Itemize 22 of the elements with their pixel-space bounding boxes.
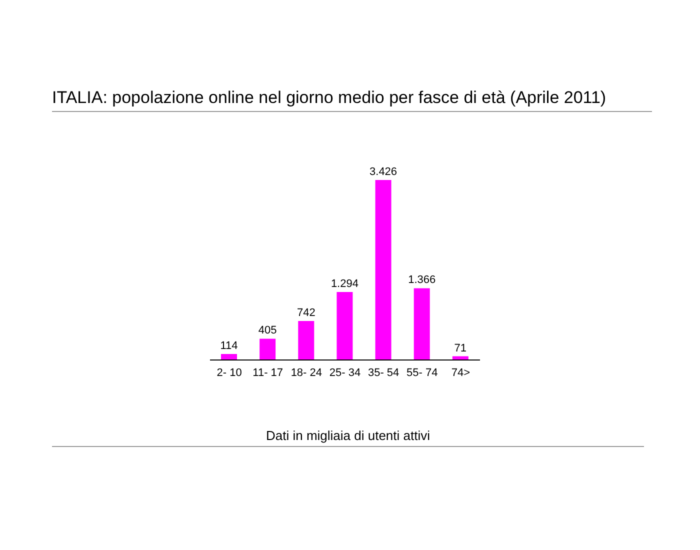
x-tick-label: 2- 10 bbox=[216, 366, 242, 379]
bar bbox=[336, 292, 353, 360]
x-tick-label: 25- 34 bbox=[329, 366, 361, 379]
data-label: 1.366 bbox=[408, 274, 436, 286]
data-label: 114 bbox=[220, 340, 238, 352]
x-tick-label: 11- 17 bbox=[252, 366, 284, 379]
data-label: 1.294 bbox=[330, 278, 358, 290]
x-tick-label: 18- 24 bbox=[290, 366, 322, 379]
bar bbox=[260, 338, 276, 360]
data-label: 405 bbox=[258, 324, 277, 337]
x-tick-label: 74> bbox=[451, 366, 470, 379]
x-tick-label: 35- 54 bbox=[368, 366, 400, 379]
data-label: 3.426 bbox=[370, 166, 398, 178]
x-tick-label: 55- 74 bbox=[406, 366, 438, 379]
chart-title: ITALIA: popolazione online nel giorno medio per fasce di età (Aprile 2011) bbox=[52, 88, 652, 112]
text: Dati in migliaia di utenti attivi bbox=[264, 428, 432, 443]
bar bbox=[221, 354, 237, 360]
bar bbox=[375, 180, 392, 360]
bar bbox=[298, 321, 314, 360]
data-label: 742 bbox=[296, 307, 316, 320]
data-label: 71 bbox=[454, 342, 467, 354]
bar bbox=[414, 288, 430, 360]
